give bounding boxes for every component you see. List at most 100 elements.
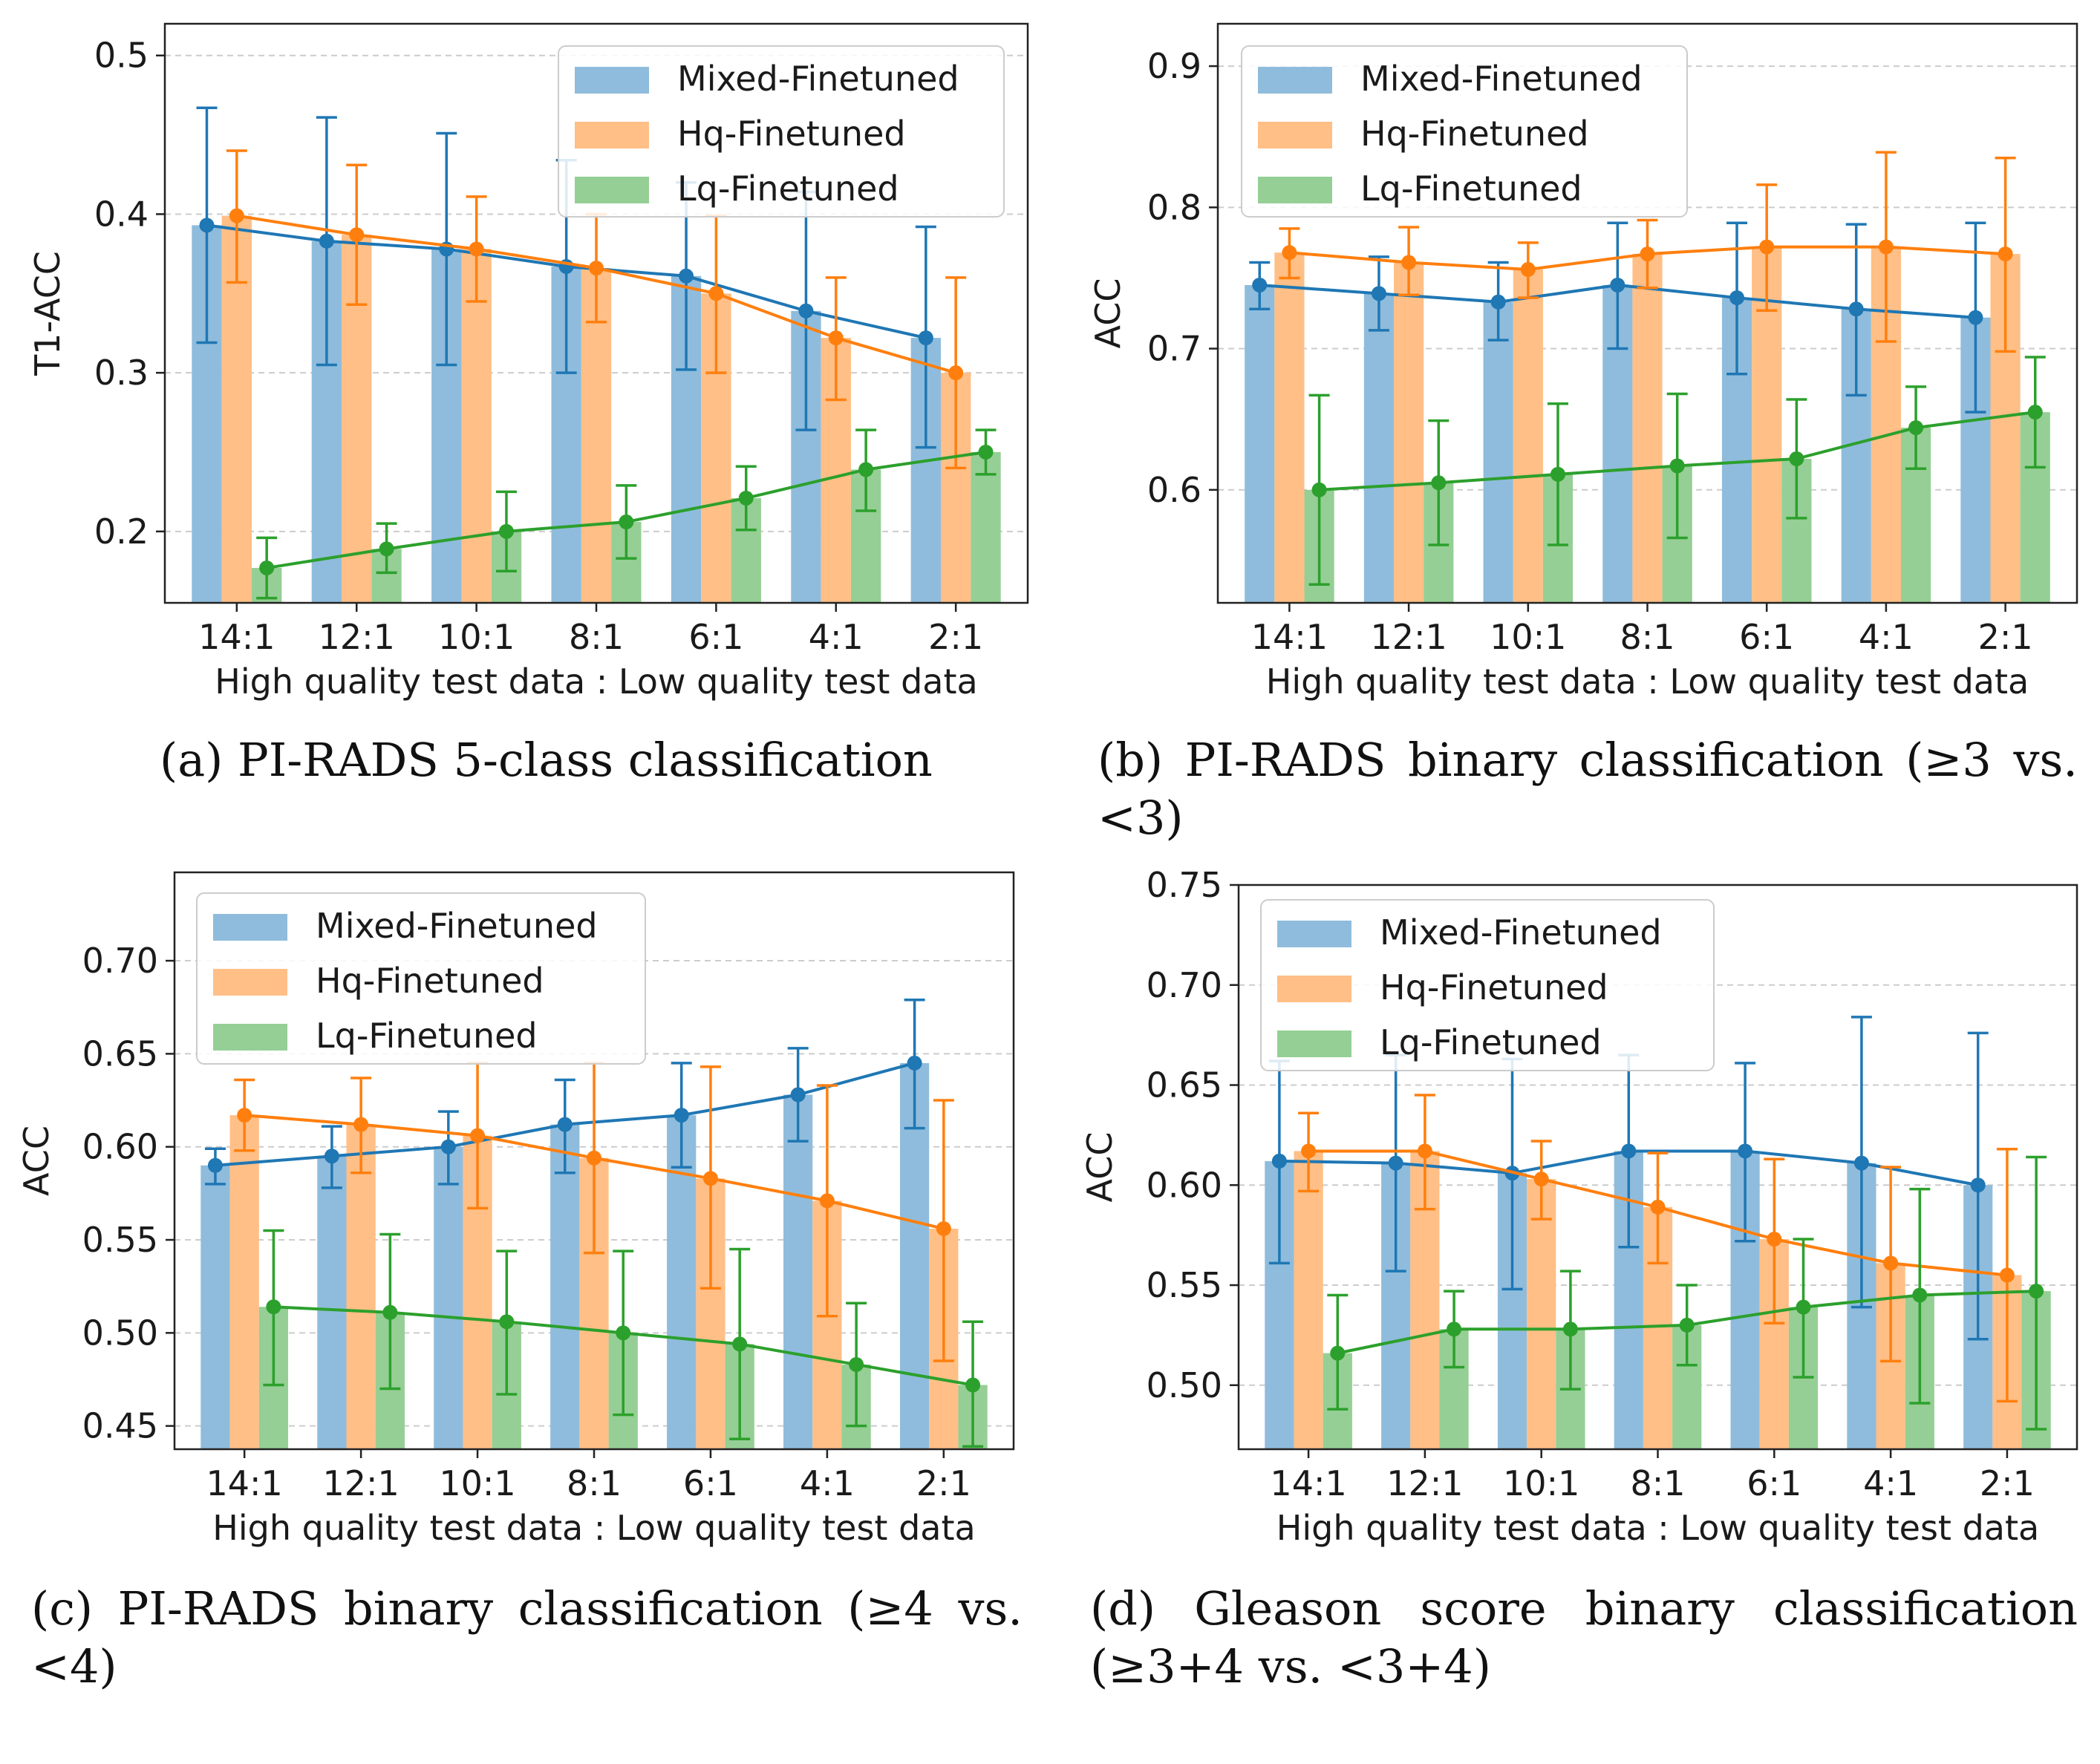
legend-swatch-lq xyxy=(575,177,649,203)
xtick-label: 4:1 xyxy=(1863,1463,1918,1503)
legend-swatch-hq xyxy=(213,969,287,996)
ytick-label: 0.50 xyxy=(1147,1365,1222,1405)
marker-mixed-0 xyxy=(207,1157,223,1173)
marker-lq-6 xyxy=(2029,1284,2044,1299)
marker-mixed-1 xyxy=(1388,1155,1403,1171)
bar-hq-1 xyxy=(1394,262,1424,603)
xtick-label: 6:1 xyxy=(683,1463,738,1503)
xtick-label: 4:1 xyxy=(809,617,864,657)
chart-d: 0.50 0.55 0.60 0.65 0.70 0.75 14:1 12:1 10:1 8:1 6… xyxy=(1080,865,2078,1548)
ytick-label: 0.50 xyxy=(82,1313,158,1353)
y-axis-label: ACC xyxy=(16,1126,56,1196)
marker-mixed-0 xyxy=(199,218,215,233)
ytick-label: 0.55 xyxy=(1147,1265,1222,1305)
marker-lq-4 xyxy=(1796,1299,1811,1315)
bar-mixed-5 xyxy=(783,1094,813,1449)
marker-hq-2 xyxy=(1533,1172,1549,1187)
ytick-label: 0.9 xyxy=(1147,46,1201,86)
marker-mixed-6 xyxy=(1970,1177,1986,1193)
x-axis-label: High quality test data : Low quality tes… xyxy=(212,1508,975,1548)
marker-hq-0 xyxy=(229,208,244,223)
marker-hq-5 xyxy=(1883,1255,1899,1271)
legend: Mixed-Finetuned Hq-Finetuned Lq-Finetuned xyxy=(1241,45,1688,218)
xtick-label: 12:1 xyxy=(322,1463,399,1503)
bar-mixed-2 xyxy=(434,1146,463,1449)
legend-swatch-lq xyxy=(213,1024,287,1051)
bar-hq-3 xyxy=(581,268,612,603)
ytick-label: 0.55 xyxy=(82,1220,158,1260)
x-axis-label: High quality test data : Low quality tes… xyxy=(1266,662,2029,702)
y-axis-label: T1-ACC xyxy=(27,251,68,376)
marker-mixed-4 xyxy=(674,1108,689,1123)
bar-mixed-3 xyxy=(550,1124,580,1449)
legend-swatch-lq xyxy=(1258,177,1332,203)
bar-mixed-1 xyxy=(317,1156,347,1449)
xtick-label: 12:1 xyxy=(1386,1463,1463,1503)
xtick-label: 10:1 xyxy=(1490,617,1566,657)
xtick-label: 10:1 xyxy=(439,1463,515,1503)
marker-hq-6 xyxy=(1998,246,2013,262)
marker-hq-6 xyxy=(936,1221,951,1236)
marker-lq-1 xyxy=(379,541,394,557)
marker-mixed-3 xyxy=(557,1117,573,1132)
bar-hq-1 xyxy=(346,1124,376,1449)
xtick-label: 14:1 xyxy=(206,1463,283,1503)
legend-label-hq: Hq-Finetuned xyxy=(316,961,544,1001)
ytick-label: 0.75 xyxy=(1147,865,1222,905)
x-axis-label: High quality test data : Low quality tes… xyxy=(215,662,977,702)
marker-mixed-4 xyxy=(1729,290,1745,306)
bar-mixed-2 xyxy=(1483,301,1513,603)
marker-mixed-5 xyxy=(798,303,814,318)
marker-lq-0 xyxy=(1311,482,1327,497)
ytick-label: 0.3 xyxy=(94,353,149,393)
marker-lq-3 xyxy=(619,514,634,530)
chart-a: 0.2 0.3 0.4 0.5 14:1 12:1 10:1 8:1 6:1 4:1 2:1 High… xyxy=(27,22,1029,702)
marker-hq-0 xyxy=(237,1108,252,1123)
ytick-label: 0.5 xyxy=(94,36,149,76)
bar-mixed-1 xyxy=(1363,293,1395,603)
ytick-label: 0.7 xyxy=(1147,329,1201,369)
marker-hq-1 xyxy=(1401,255,1417,270)
xtick-label: 4:1 xyxy=(800,1463,855,1503)
xtick-label: 8:1 xyxy=(1630,1463,1685,1503)
marker-hq-0 xyxy=(1282,245,1297,261)
x-axis-label: High quality test data : Low quality tes… xyxy=(1276,1508,2039,1548)
marker-hq-0 xyxy=(1301,1143,1317,1159)
marker-mixed-6 xyxy=(907,1055,922,1071)
marker-lq-5 xyxy=(858,462,874,477)
marker-mixed-1 xyxy=(1371,286,1386,301)
xtick-label: 8:1 xyxy=(567,1463,622,1503)
marker-mixed-5 xyxy=(1853,1155,1869,1171)
legend-swatch-mixed xyxy=(1277,921,1351,947)
ytick-label: 0.4 xyxy=(94,194,149,234)
marker-lq-1 xyxy=(1447,1322,1462,1337)
marker-hq-1 xyxy=(1417,1143,1432,1159)
legend-label-lq: Lq-Finetuned xyxy=(677,169,899,209)
marker-mixed-6 xyxy=(918,330,933,346)
xtick-label: 2:1 xyxy=(916,1463,971,1503)
ytick-label: 0.70 xyxy=(82,941,158,981)
legend-label-lq: Lq-Finetuned xyxy=(1380,1022,1602,1062)
marker-lq-3 xyxy=(1669,458,1685,474)
xtick-label: 12:1 xyxy=(319,617,395,657)
marker-mixed-1 xyxy=(319,233,334,249)
xtick-label: 10:1 xyxy=(1503,1463,1579,1503)
marker-hq-1 xyxy=(349,227,365,243)
xtick-label: 2:1 xyxy=(1978,617,2033,657)
caption-b: (b) PI-RADS binary classification (≥3 vs… xyxy=(1098,733,2078,845)
xtick-label: 12:1 xyxy=(1370,617,1447,657)
marker-hq-4 xyxy=(708,286,724,301)
marker-lq-4 xyxy=(738,490,754,506)
ytick-label: 0.65 xyxy=(1147,1065,1222,1105)
legend-label-mixed: Mixed-Finetuned xyxy=(1360,59,1643,99)
legend: Mixed-Finetuned Hq-Finetuned Lq-Finetuned xyxy=(1260,899,1715,1071)
marker-lq-3 xyxy=(1679,1317,1695,1333)
legend-box xyxy=(558,45,1005,218)
marker-hq-4 xyxy=(702,1171,718,1186)
legend-swatch-hq xyxy=(575,122,649,148)
marker-hq-2 xyxy=(1520,262,1536,278)
xtick-label: 14:1 xyxy=(1270,1463,1346,1503)
ytick-label: 0.70 xyxy=(1147,965,1222,1005)
ytick-label: 0.60 xyxy=(82,1127,158,1167)
